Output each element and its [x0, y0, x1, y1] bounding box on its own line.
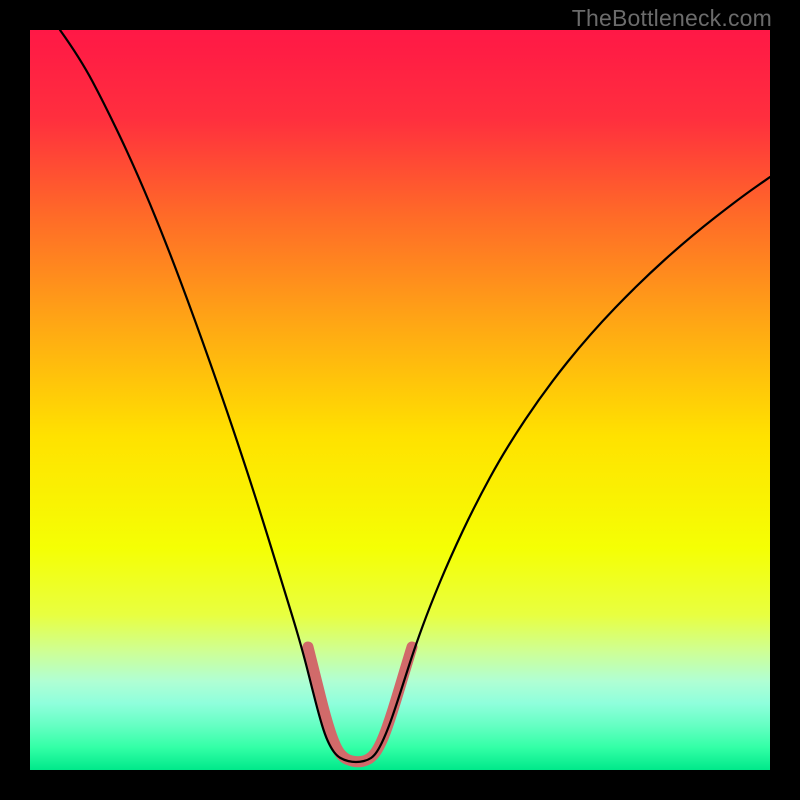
plot-area: [30, 30, 770, 770]
watermark-text: TheBottleneck.com: [572, 5, 772, 32]
chart-frame: TheBottleneck.com: [0, 0, 800, 800]
plot-background: [30, 30, 770, 770]
plot-svg: [30, 30, 770, 770]
